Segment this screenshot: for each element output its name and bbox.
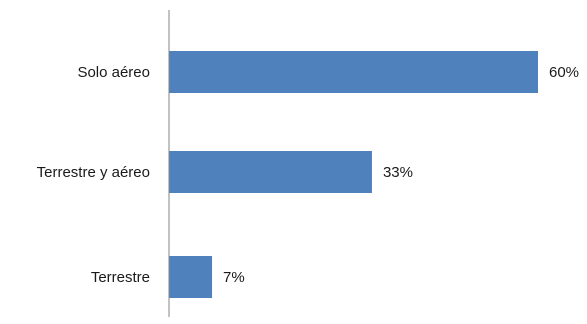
bar-0	[169, 51, 538, 93]
category-labels: Solo aéreo Terrestre y aéreo Terrestre	[37, 64, 150, 286]
data-label-2: 7%	[223, 269, 245, 286]
bar-1	[169, 151, 372, 193]
data-label-1: 33%	[383, 164, 413, 181]
data-labels: 60% 33% 7%	[223, 64, 579, 286]
bars-group	[169, 51, 538, 298]
category-label-1: Terrestre y aéreo	[37, 164, 150, 181]
category-label-0: Solo aéreo	[77, 64, 150, 81]
bar-2	[169, 256, 213, 298]
data-label-0: 60%	[549, 64, 579, 81]
category-label-2: Terrestre	[91, 269, 150, 286]
